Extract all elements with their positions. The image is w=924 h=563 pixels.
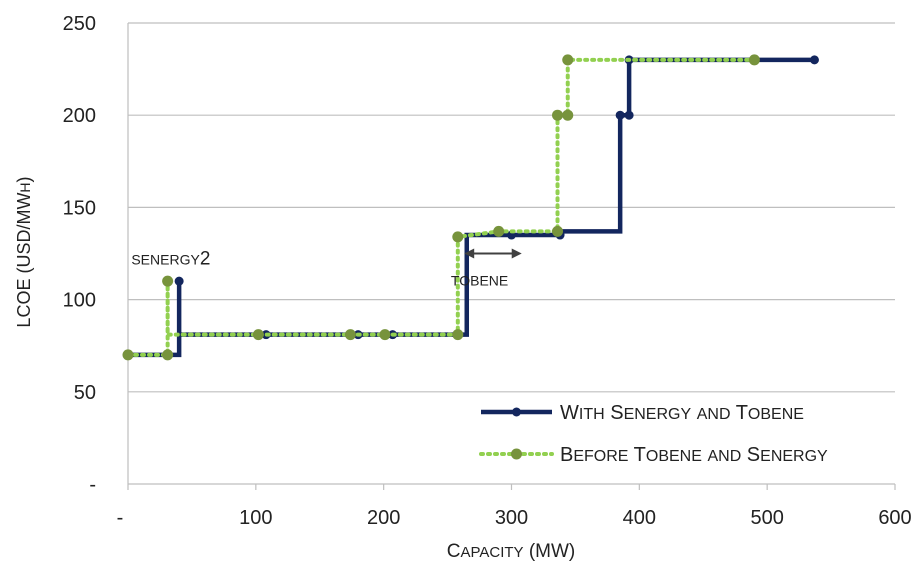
data-point bbox=[452, 231, 464, 243]
data-point bbox=[615, 110, 625, 120]
arrow-head-left bbox=[464, 248, 475, 259]
legend-label: BEFORE TOBENE AND SENERGY bbox=[560, 444, 828, 466]
annotation-label: TOBENE bbox=[451, 272, 508, 288]
data-point bbox=[624, 110, 634, 120]
y-tick-label: 200 bbox=[63, 105, 96, 127]
data-point bbox=[162, 275, 174, 287]
y-tick-label: - bbox=[89, 474, 96, 496]
series-layer bbox=[122, 54, 819, 361]
legend-label: WITH SENERGY AND TOBENE bbox=[560, 402, 804, 424]
x-tick-label: - bbox=[117, 507, 124, 529]
data-point bbox=[162, 349, 174, 361]
annotations: SENERGY2 TOBENE bbox=[131, 248, 522, 288]
y-tick-label: 150 bbox=[63, 197, 96, 219]
data-point bbox=[452, 329, 464, 341]
x-tick-label: 400 bbox=[623, 507, 656, 529]
x-tick-label: 100 bbox=[239, 507, 272, 529]
y-tick-label: 50 bbox=[74, 382, 96, 404]
annotation-label: SENERGY2 bbox=[131, 248, 210, 269]
x-tick-label: 600 bbox=[878, 507, 911, 529]
x-tick-label: 500 bbox=[750, 507, 783, 529]
data-point bbox=[748, 54, 760, 66]
x-tick-label: 200 bbox=[367, 507, 400, 529]
series-2 bbox=[122, 54, 760, 361]
axes: - 50 100 150 200 250 - 100 200 300 400 500 600 bbox=[63, 13, 912, 529]
y-axis-title: LCOE (USD/MWH) bbox=[14, 176, 34, 327]
legend: WITH SENERGY AND TOBENE BEFORE TOBENE AND… bbox=[479, 402, 828, 466]
x-tick-label: 300 bbox=[495, 507, 528, 529]
arrow-head-right bbox=[511, 248, 522, 259]
data-point bbox=[252, 329, 264, 341]
legend-entry: BEFORE TOBENE AND SENERGY bbox=[479, 444, 828, 466]
y-tick-label: 250 bbox=[63, 13, 96, 35]
data-point bbox=[552, 225, 564, 237]
legend-marker bbox=[511, 448, 522, 460]
legend-entry: WITH SENERGY AND TOBENE bbox=[481, 402, 804, 424]
x-axis-title: CAPACITY (MW) bbox=[447, 541, 576, 562]
data-point bbox=[379, 329, 391, 341]
data-point bbox=[562, 54, 574, 66]
data-point bbox=[809, 55, 819, 65]
data-point bbox=[122, 349, 134, 361]
legend-marker bbox=[512, 407, 521, 417]
data-point bbox=[493, 225, 505, 237]
data-point bbox=[552, 109, 564, 121]
y-tick-label: 100 bbox=[63, 290, 96, 312]
data-point bbox=[174, 276, 184, 286]
data-point bbox=[344, 329, 356, 341]
data-point bbox=[562, 109, 574, 121]
